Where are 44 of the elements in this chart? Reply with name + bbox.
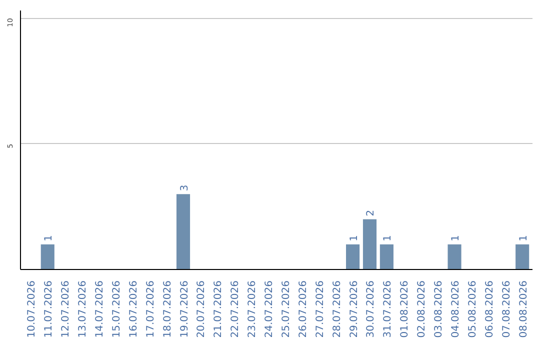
x-tick-label: 01.08.2026 xyxy=(400,280,411,338)
x-tick-label: 20.07.2026 xyxy=(196,280,208,338)
x-tick-label: 13.07.2026 xyxy=(78,280,89,338)
x-tick-label: 17.07.2026 xyxy=(145,280,156,338)
x-tick-label: 11.07.2026 xyxy=(44,280,55,338)
data-label: 1 xyxy=(382,234,394,242)
bar xyxy=(362,219,377,270)
x-tick-label: 21.07.2026 xyxy=(213,280,224,338)
bar xyxy=(346,244,360,270)
data-label: 2 xyxy=(366,210,377,216)
x-tick-label: 02.08.2026 xyxy=(416,280,428,338)
x-tick-label: 10.07.2026 xyxy=(26,280,38,338)
bar xyxy=(448,244,462,270)
x-tick-label: 03.08.2026 xyxy=(434,280,445,338)
x-tick-label: 26.07.2026 xyxy=(298,280,309,338)
x-tick-label: 31.07.2026 xyxy=(382,280,394,338)
bar xyxy=(380,244,394,270)
x-tick-label: 23.07.2026 xyxy=(247,280,258,338)
data-label: 1 xyxy=(450,234,462,242)
x-tick-label: 14.07.2026 xyxy=(94,280,106,338)
data-label: 3 xyxy=(179,184,190,192)
bar xyxy=(176,194,190,270)
x-tick-label: 27.07.2026 xyxy=(314,280,326,338)
data-label: 1 xyxy=(348,234,360,242)
x-tick-label: 25.07.2026 xyxy=(280,280,292,338)
x-tick-label: 28.07.2026 xyxy=(332,280,343,338)
x-tick-label: 30.07.2026 xyxy=(366,280,377,338)
data-label: 1 xyxy=(518,234,530,242)
bar xyxy=(40,244,54,270)
x-tick-label: 24.07.2026 xyxy=(264,280,276,338)
x-tick-label: 16.07.2026 xyxy=(128,280,140,338)
x-tick-label: 15.07.2026 xyxy=(111,280,122,338)
x-tick-label: 12.07.2026 xyxy=(60,280,72,338)
bar xyxy=(516,244,530,270)
x-tick-label: 07.08.2026 xyxy=(501,280,512,338)
data-label: 1 xyxy=(44,234,55,242)
x-tick-label: 22.07.2026 xyxy=(230,280,242,338)
x-tick-label: 08.08.2026 xyxy=(518,280,530,338)
x-tick-label: 05.08.2026 xyxy=(467,280,478,338)
x-tick-label: 18.07.2026 xyxy=(162,280,174,338)
x-tick-label: 04.08.2026 xyxy=(450,280,462,338)
x-tick-label: 19.07.2026 xyxy=(179,280,190,338)
x-tick-label: 06.08.2026 xyxy=(484,280,496,338)
x-tick-label: 29.07.2026 xyxy=(348,280,360,338)
